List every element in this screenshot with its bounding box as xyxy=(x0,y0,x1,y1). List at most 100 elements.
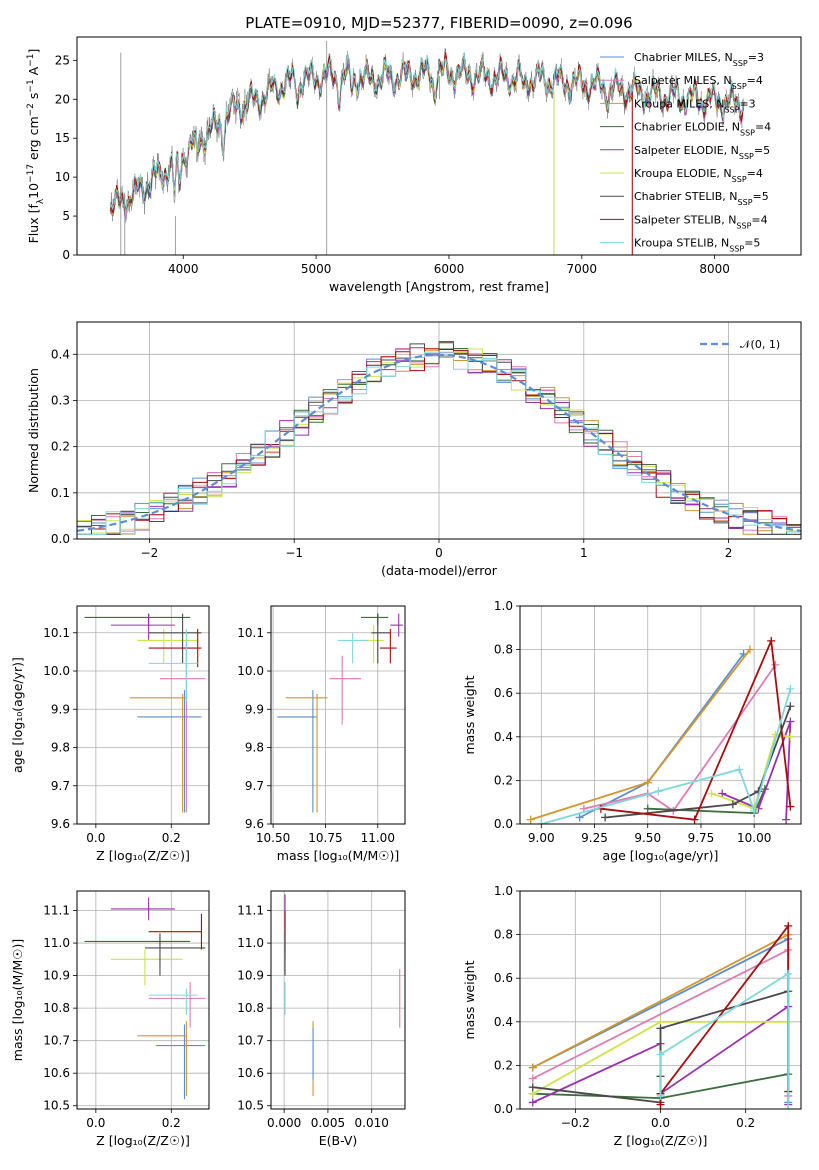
panel-mass-vs-Z: 0.0 0.2 10.5 10.6 10.7 10.8 10.9 11.0 11.1 Z [log… xyxy=(10,890,210,1148)
series-marker xyxy=(782,815,791,824)
legend-label-main: Salpeter MILES, N xyxy=(634,74,732,87)
x-tick-label: 9.00 xyxy=(528,831,555,845)
y-tick-label: 0 xyxy=(62,248,70,262)
y-tick-label: 9.7 xyxy=(51,779,70,793)
legend-label: Chabrier ELODIE, NSSP=4 xyxy=(634,121,771,138)
legend-label-tail: =5 xyxy=(754,144,770,157)
series-marker xyxy=(718,789,727,798)
series-marker xyxy=(528,1083,537,1092)
legend-label-main: Kroupa ELODIE, N xyxy=(634,167,732,180)
plot-area-mass-vs-Z xyxy=(77,891,209,1109)
y-tick-label: 9.8 xyxy=(51,741,70,755)
series-marker xyxy=(767,636,776,645)
legend-label: Chabrier STELIB, NSSP=5 xyxy=(634,190,769,207)
series-marker xyxy=(528,1098,537,1107)
y-axis-label-part: A xyxy=(26,66,41,79)
x-tick-label: 10.75 xyxy=(308,831,342,845)
series-line xyxy=(659,972,790,1109)
axes-frame xyxy=(76,605,210,825)
y-tick-label: 0.8 xyxy=(494,928,513,942)
chart-title: PLATE=0910, MJD=52377, FIBERID=0090, z=0… xyxy=(245,14,632,32)
y-tick-label: 10.5 xyxy=(43,1099,70,1113)
panel-age-vs-mass: 10.50 10.75 11.00 9.6 9.7 9.8 9.9 10.0 10.1 mass … xyxy=(237,605,406,863)
y-tick-label: 0.2 xyxy=(494,1058,513,1072)
series-marker xyxy=(707,789,716,798)
y-tick-label: 0.2 xyxy=(51,440,70,454)
histogram-series-krou_stelib xyxy=(77,351,801,535)
y-tick-label: 10.7 xyxy=(43,1034,70,1048)
y-tick-label: 5 xyxy=(62,209,70,223)
series-line xyxy=(583,664,777,813)
legend-label: Salpeter ELODIE, NSSP=5 xyxy=(634,144,770,161)
x-axis-label: Z [log₁₀(Z/Z☉)] xyxy=(96,1133,190,1148)
y-tick-label: 10.5 xyxy=(237,1099,264,1113)
legend-label: Chabrier MILES, NSSP=3 xyxy=(634,51,764,68)
x-tick-label: 9.50 xyxy=(634,831,661,845)
legend-label: 𝒩(0, 1) xyxy=(740,338,780,351)
y-axis-label-part: erg cm xyxy=(26,116,41,164)
legend-label: Kroupa STELIB, NSSP=5 xyxy=(634,237,760,254)
x-axis-label: Z [log₁₀(Z/Z☉)] xyxy=(614,1133,708,1148)
y-tick-label: 10.9 xyxy=(237,969,264,983)
y-tick-label: 25 xyxy=(55,53,70,67)
x-tick-label: 8000 xyxy=(699,262,730,276)
axes-frame xyxy=(519,605,802,825)
x-tick-label: 11.00 xyxy=(361,831,395,845)
y-tick-label: 10.6 xyxy=(237,1066,264,1080)
x-tick-label: 0.2 xyxy=(162,1116,181,1130)
x-tick-label: 0.2 xyxy=(736,1116,755,1130)
y-tick-label: 10.1 xyxy=(43,626,70,640)
legend-label-tail: =4 xyxy=(747,167,763,180)
y-tick-label: 9.9 xyxy=(245,702,264,716)
series-marker xyxy=(656,1050,665,1059)
legend-label-main: Chabrier STELIB, N xyxy=(634,190,738,203)
y-tick-label: 0.0 xyxy=(494,817,513,831)
y-axis-label-part: Flux [f xyxy=(26,204,41,244)
legend-label-sub: SSP xyxy=(729,244,744,253)
y-tick-label: 10.7 xyxy=(237,1034,264,1048)
series-line xyxy=(530,649,751,821)
panel-mass-weight-vs-age: 9.00 9.25 9.50 9.75 10.00 0.0 0.2 0.4 0.6 0.8 1.0 a… xyxy=(462,599,802,863)
legend-label-tail: =3 xyxy=(739,97,755,110)
y-axis-label-part: ] xyxy=(26,49,41,54)
series-marker xyxy=(526,815,535,824)
y-tick-label: 0.4 xyxy=(494,1015,513,1029)
series-marker xyxy=(528,1063,537,1072)
series-marker xyxy=(690,815,699,824)
series-marker xyxy=(735,765,744,774)
series-marker xyxy=(786,684,795,693)
y-axis-label-part: −17 xyxy=(26,164,36,183)
y-tick-label: 0.2 xyxy=(494,773,513,787)
y-axis-label-part: −1 xyxy=(26,79,36,92)
legend-label-sub: SSP xyxy=(740,128,755,137)
series-marker xyxy=(537,820,546,824)
y-tick-label: 10.8 xyxy=(237,1001,264,1015)
series-marker xyxy=(643,804,652,813)
legend-label: Kroupa MILES, NSSP=3 xyxy=(634,97,756,114)
series-marker xyxy=(654,787,663,796)
y-tick-label: 9.9 xyxy=(51,702,70,716)
x-tick-label: 6000 xyxy=(434,262,465,276)
legend-label: Salpeter MILES, NSSP=4 xyxy=(634,74,763,91)
x-tick-label: 0.0 xyxy=(86,831,105,845)
x-tick-label: 10.00 xyxy=(737,831,771,845)
x-tick-label: 0.010 xyxy=(355,1116,389,1130)
panel-mass-weight-vs-Z: −0.2 0.0 0.2 0.0 0.2 0.4 0.6 0.8 1.0 Z [log₁₀(Z/Z… xyxy=(462,884,802,1148)
y-tick-label: 10.9 xyxy=(43,969,70,983)
plot-area-mass-vs-EBV xyxy=(271,891,405,1109)
legend-label-tail: =4 xyxy=(751,213,767,226)
x-tick-label: 5000 xyxy=(301,262,332,276)
y-axis-label-part: −1 xyxy=(26,54,36,67)
series-marker xyxy=(656,1091,665,1100)
y-axis-label: age [log₁₀(age/yr)] xyxy=(10,657,25,773)
x-axis-label: wavelength [Angstrom, rest frame] xyxy=(329,279,549,294)
panel-mass-vs-EBV: 0.000 0.005 0.010 10.5 10.6 10.7 10.8 10.9 11.0 1… xyxy=(237,890,406,1148)
panel-spectrum: 4000 5000 6000 7000 8000 0 5 10 15 20 25 wavelength… xyxy=(26,14,802,294)
x-tick-label: 2 xyxy=(725,546,733,560)
legend-label-sub: SSP xyxy=(732,82,747,91)
y-tick-label: 9.6 xyxy=(51,817,70,831)
series-marker xyxy=(643,778,652,787)
y-tick-label: 9.8 xyxy=(245,741,264,755)
plot-area-residuals xyxy=(77,322,801,539)
y-tick-label: 0.0 xyxy=(494,1102,513,1116)
